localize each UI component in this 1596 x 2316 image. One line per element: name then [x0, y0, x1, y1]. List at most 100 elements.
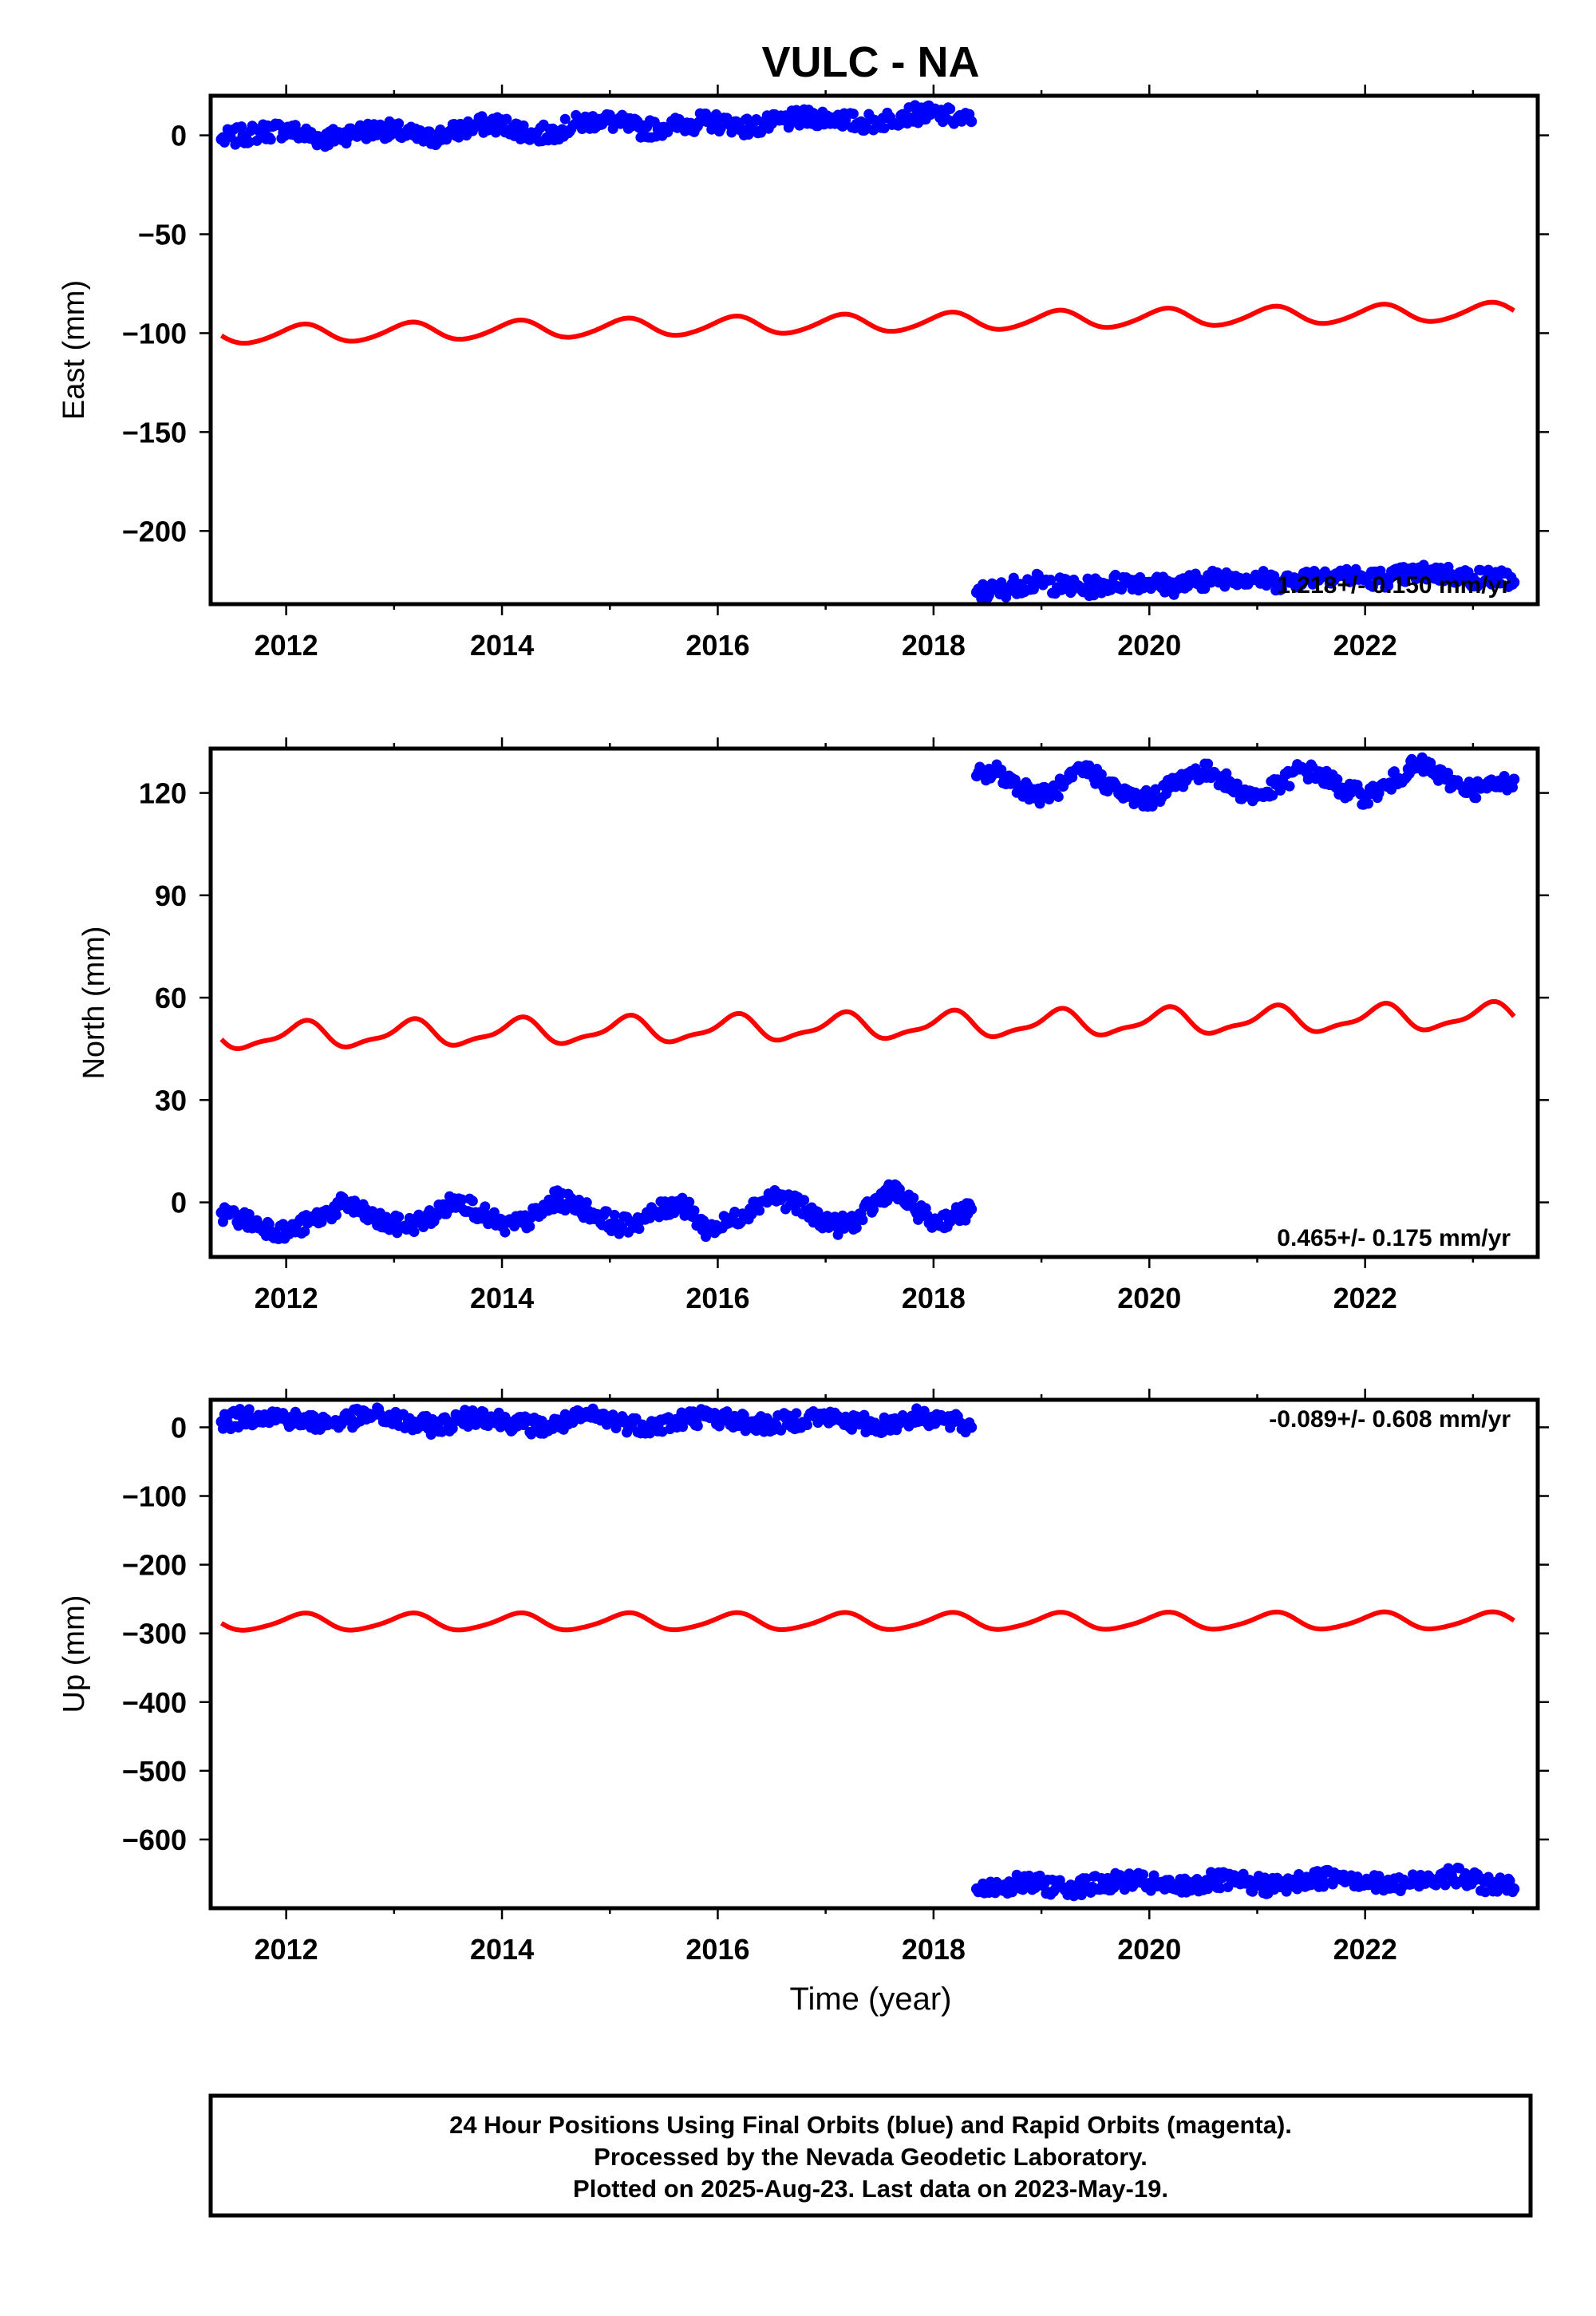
observed-point — [581, 1197, 592, 1208]
observed-point — [1495, 578, 1506, 589]
y-tick-label: 120 — [139, 777, 187, 810]
y-tick-label: −150 — [122, 416, 187, 449]
axis-frame — [208, 93, 1540, 607]
y-tick-label: 0 — [171, 1187, 187, 1219]
observed-point — [847, 109, 859, 120]
rate-annotation: -0.089+/- 0.608 mm/yr — [1269, 1406, 1511, 1433]
observed-point — [1247, 1886, 1258, 1897]
plot-area — [215, 100, 1520, 604]
observed-point — [524, 1221, 535, 1232]
footer-line-2: Processed by the Nevada Geodetic Laborat… — [594, 2143, 1148, 2171]
y-axis-label: East (mm) — [57, 280, 91, 420]
observed-point — [1116, 584, 1128, 595]
observed-point — [1028, 583, 1039, 595]
x-tick-label: 2022 — [1333, 1933, 1397, 1966]
plot-area — [215, 1402, 1520, 1902]
x-tick-label: 2012 — [255, 1282, 318, 1314]
observed-point — [393, 118, 405, 129]
model-curve — [219, 1609, 1515, 1633]
observed-point — [918, 1405, 930, 1417]
y-tick-label: −600 — [122, 1824, 187, 1856]
x-tick-label: 2020 — [1117, 629, 1181, 662]
observed-point — [217, 1216, 228, 1227]
panel-up: 2012 2014 2016 2018 2020 2022 0 −100 −200 −300 −40… — [57, 1389, 1549, 1966]
observed-point — [536, 1416, 547, 1427]
observed-point — [1017, 1884, 1029, 1895]
x-tick-label: 2022 — [1333, 1282, 1397, 1314]
observed-point — [1284, 781, 1295, 792]
observed-point — [1096, 769, 1107, 780]
observed-point — [456, 1194, 468, 1205]
footer-line-3: Plotted on 2025-Aug-23. Last data on 202… — [573, 2175, 1168, 2203]
chart-title: VULC - NA — [762, 38, 980, 86]
observed-point — [1269, 571, 1280, 582]
observed-point — [559, 113, 571, 124]
observed-point — [964, 1417, 975, 1428]
observed-point — [1375, 565, 1386, 576]
observed-point — [1479, 1887, 1491, 1898]
axis-frame — [208, 1397, 1540, 1911]
x-tick-label: 2016 — [685, 1933, 749, 1966]
observed-point — [460, 1405, 471, 1416]
observed-point — [299, 1226, 310, 1237]
observed-point — [1206, 577, 1217, 588]
observed-point — [1442, 768, 1453, 779]
axis-frame — [208, 746, 1540, 1259]
observed-point — [962, 1208, 974, 1219]
observed-point — [1443, 561, 1454, 572]
y-tick-label: −100 — [122, 317, 187, 350]
observed-point — [857, 1215, 868, 1226]
observed-point — [1332, 774, 1343, 785]
y-tick-label: −100 — [122, 1480, 187, 1513]
observed-point — [1024, 1870, 1035, 1881]
observed-point — [902, 1200, 913, 1211]
x-axis-label: Time (year) — [790, 1982, 952, 2017]
observed-point — [1440, 1879, 1451, 1891]
panels: 2012 2014 2016 2018 2020 2022 0 −50 −100 −150 −200… — [57, 85, 1549, 1966]
observed-point — [1462, 788, 1473, 799]
observed-point — [965, 1200, 976, 1211]
observed-point — [700, 1231, 711, 1243]
x-tick-label: 2012 — [255, 1933, 318, 1966]
observed-point — [1318, 1881, 1329, 1892]
observed-point — [409, 1227, 420, 1238]
x-tick-label: 2016 — [685, 1282, 749, 1314]
observed-point — [330, 1210, 342, 1221]
y-tick-label: −200 — [122, 515, 187, 547]
observed-point — [1507, 782, 1519, 793]
rate-annotation: 1.218+/- 0.150 mm/yr — [1277, 572, 1511, 599]
y-tick-label: −200 — [122, 1549, 187, 1582]
observed-point — [1507, 1887, 1519, 1898]
observed-point — [763, 123, 774, 134]
observed-point — [801, 1420, 812, 1431]
y-tick-label: −300 — [122, 1618, 187, 1650]
observed-point — [822, 1211, 833, 1222]
observed-point — [808, 108, 819, 119]
observed-point — [868, 1204, 879, 1215]
observed-point — [350, 1196, 361, 1207]
x-tick-label: 2018 — [902, 1282, 966, 1314]
observed-point — [812, 1207, 824, 1218]
observed-point — [1044, 794, 1055, 805]
y-tick-label: 0 — [171, 120, 187, 152]
y-tick-label: −500 — [122, 1755, 187, 1788]
observed-point — [754, 1205, 765, 1216]
observed-point — [393, 1211, 405, 1223]
observed-point — [243, 136, 255, 148]
observed-point — [1150, 784, 1161, 795]
model-curve — [219, 299, 1515, 346]
observed-point — [692, 1421, 703, 1432]
observed-point — [243, 1404, 255, 1415]
observed-point — [263, 1219, 275, 1230]
x-tick-label: 2020 — [1117, 1933, 1181, 1966]
observed-point — [265, 134, 276, 145]
y-tick-label: −50 — [138, 219, 187, 251]
footer-line-1: 24 Hour Positions Using Final Orbits (bl… — [449, 2111, 1292, 2139]
observed-point — [964, 109, 975, 120]
observed-point — [634, 1223, 645, 1235]
x-tick-label: 2018 — [902, 629, 966, 662]
y-axis-label: Up (mm) — [57, 1595, 91, 1713]
model-curve — [219, 998, 1516, 1051]
y-tick-label: 60 — [155, 982, 187, 1014]
observed-point — [1045, 575, 1057, 586]
